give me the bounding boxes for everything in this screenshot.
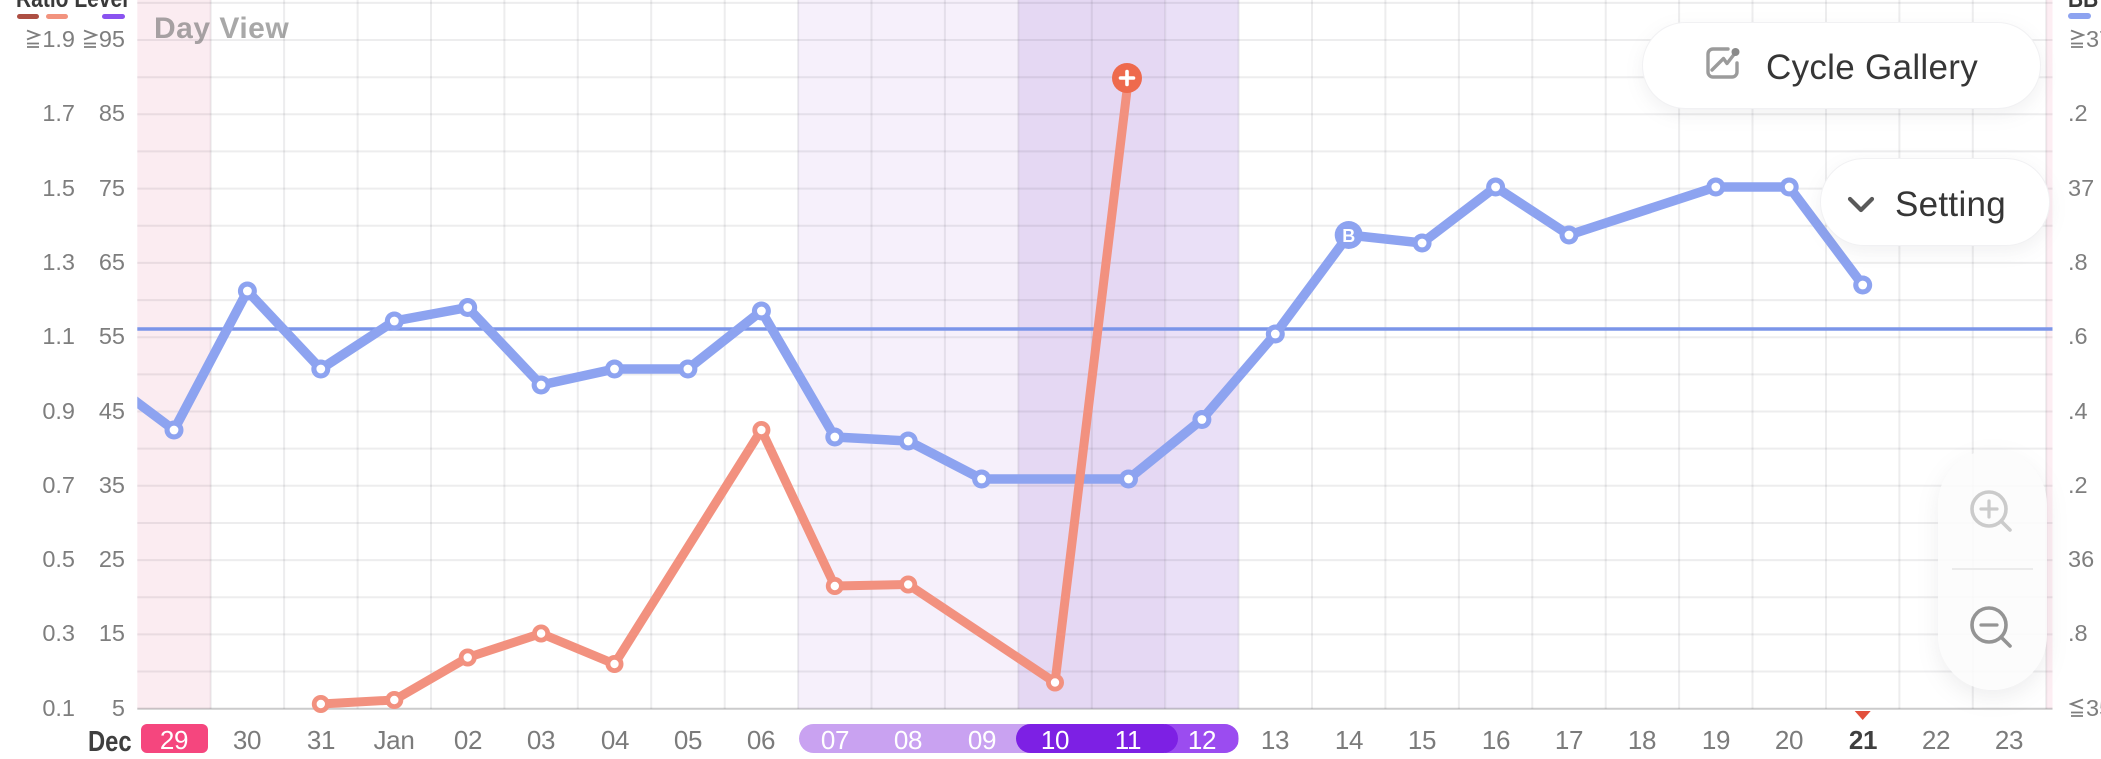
- svg-text:B: B: [1342, 226, 1355, 246]
